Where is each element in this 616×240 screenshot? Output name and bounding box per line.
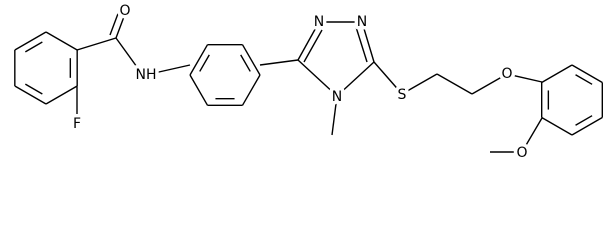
bond	[199, 54, 210, 72]
bond	[76, 37, 117, 51]
atom-label: N	[314, 14, 324, 30]
bond	[401, 73, 438, 95]
bond	[436, 73, 473, 95]
bond	[355, 26, 368, 63]
bond	[571, 116, 603, 136]
bond	[115, 37, 143, 75]
bond	[361, 21, 375, 63]
bond	[331, 95, 338, 136]
molecule-diagram: O NH F N N N S O O	[14, 3, 604, 161]
bond	[45, 31, 78, 51]
bond	[575, 115, 593, 126]
bond	[241, 44, 261, 76]
bond	[240, 54, 251, 72]
bond	[24, 83, 43, 95]
bond	[14, 31, 47, 51]
bond	[24, 41, 43, 53]
bond	[575, 74, 593, 85]
bond	[541, 64, 573, 84]
bond	[336, 61, 375, 97]
bond	[373, 61, 403, 95]
bond	[14, 85, 47, 105]
bond	[297, 59, 338, 97]
atom-label: O	[119, 3, 130, 19]
atom-label: O	[516, 145, 527, 161]
bond	[189, 44, 209, 76]
bond	[109, 10, 120, 36]
atom-label: N	[357, 14, 367, 30]
bond	[149, 64, 191, 75]
bond	[115, 13, 126, 39]
atom-label: O	[501, 66, 512, 82]
bond	[571, 64, 603, 84]
atom-label: F	[73, 116, 81, 132]
bond	[241, 74, 261, 106]
bonds	[14, 10, 604, 153]
bond	[471, 73, 508, 95]
bond	[303, 29, 323, 63]
bond	[259, 59, 299, 66]
atom-label: S	[398, 87, 407, 103]
atom-label: N	[332, 89, 342, 105]
bond	[506, 73, 543, 83]
atom-label: NH	[136, 67, 157, 83]
bond	[45, 85, 78, 105]
bond	[521, 117, 543, 153]
bond	[297, 23, 319, 61]
bond	[541, 116, 573, 136]
bond	[189, 74, 209, 106]
